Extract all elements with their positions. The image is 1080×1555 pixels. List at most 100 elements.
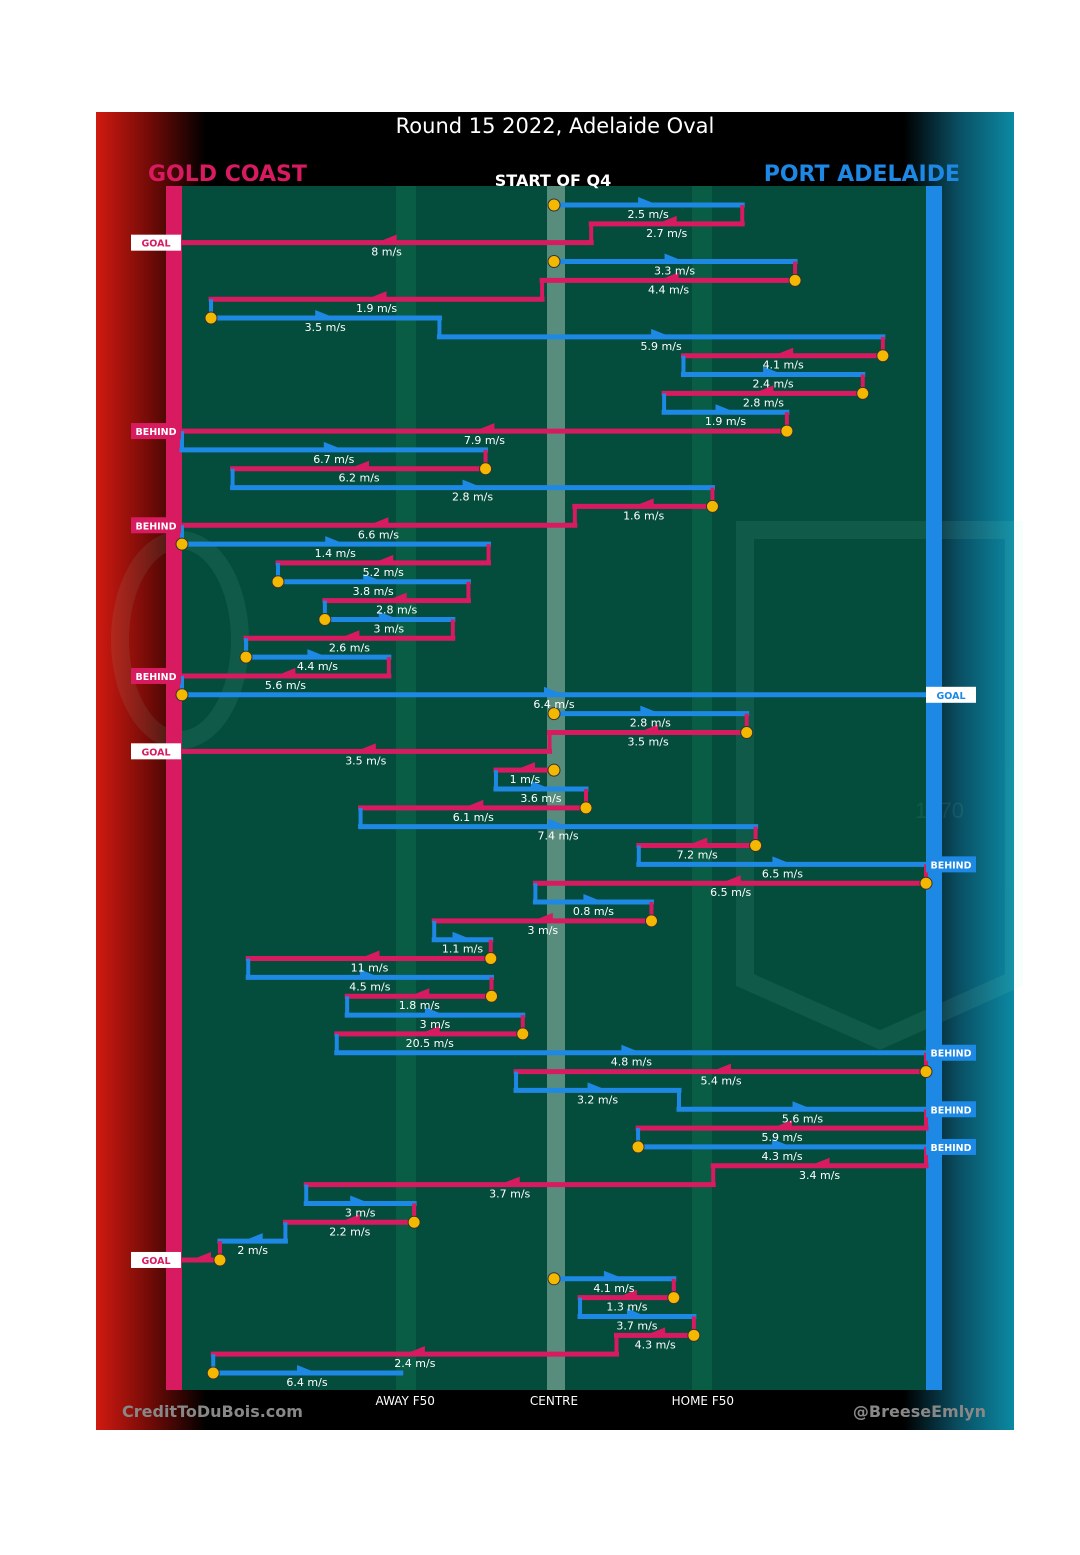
chain-speed-label: 5.6 m/s xyxy=(782,1112,823,1125)
turnover-marker xyxy=(175,537,189,551)
chain-speed-label: 6.4 m/s xyxy=(533,698,574,711)
turnover-marker xyxy=(479,462,493,476)
chain-speed-label: 0.8 m/s xyxy=(573,905,614,918)
x-axis-ticks: AWAY F50 CENTRE HOME F50 xyxy=(376,1394,734,1408)
chain-arrow xyxy=(587,1082,608,1091)
chain-speed-label: 3.3 m/s xyxy=(654,265,695,278)
chain-arrow xyxy=(242,1233,263,1242)
chain-arrow xyxy=(530,781,551,789)
chain-speed-label: 1.3 m/s xyxy=(606,1301,647,1314)
result-label: GOAL xyxy=(141,1256,170,1267)
chain-arrow xyxy=(772,856,793,865)
results-layer: GOAL BEHIND BEHIND BEHIND GOAL GOAL BEHIND BEHI… xyxy=(131,234,976,1268)
chain-arrow xyxy=(190,1251,211,1260)
centre-bounce-marker xyxy=(547,198,561,212)
chain-arrow xyxy=(376,234,397,243)
turnover-marker xyxy=(780,424,794,438)
result-badge xyxy=(131,743,181,760)
chain-speed-label: 7.9 m/s xyxy=(464,434,505,447)
result-badge xyxy=(926,856,976,873)
chain-speed-label: 4.4 m/s xyxy=(648,283,689,296)
chain-arrow xyxy=(548,818,569,827)
chain-arrow xyxy=(809,1157,830,1166)
chain-speed-label: 2 m/s xyxy=(237,1244,268,1257)
chain-speed-label: 3.7 m/s xyxy=(616,1319,657,1332)
chain-speed-label: 4.3 m/s xyxy=(635,1338,676,1351)
result-badge xyxy=(926,1138,976,1155)
chain-arrow xyxy=(325,536,346,545)
turnover-marker xyxy=(407,1215,421,1229)
chain-arrow xyxy=(753,385,774,394)
chain-speed-label: 2.8 m/s xyxy=(452,491,493,504)
chain-speed-label: 2.4 m/s xyxy=(753,378,794,391)
chain-arrow xyxy=(373,554,394,563)
chain-arrow xyxy=(359,950,380,959)
chain-arrow xyxy=(711,1063,732,1072)
turnover-marker xyxy=(631,1140,645,1154)
chain-arrow xyxy=(763,366,784,375)
chain-arrow xyxy=(720,875,741,884)
chain-speed-label: 2.5 m/s xyxy=(628,208,669,221)
labels-layer: 2.5 m/s 2.7 m/s 8 m/s 3.3 m/s 4.4 m/s 1.9 m/s… xyxy=(237,208,840,1389)
chain-arrow xyxy=(638,197,659,205)
chain-arrow xyxy=(378,611,399,620)
chain-speed-label: 3 m/s xyxy=(420,1018,451,1031)
chain-speed-label: 1.9 m/s xyxy=(705,415,746,428)
home-goal-bar xyxy=(926,186,942,1390)
turnover-marker xyxy=(484,952,498,966)
chain-arrow xyxy=(633,498,654,507)
chain-arrow xyxy=(355,743,376,752)
chain-arrow xyxy=(275,667,296,676)
chain-arrow xyxy=(664,253,685,262)
chain-speed-label: 6.5 m/s xyxy=(762,867,803,880)
chain-speed-label: 3 m/s xyxy=(374,622,405,635)
chain-speed-label: 4.1 m/s xyxy=(593,1282,634,1295)
chain-arrow xyxy=(792,1101,813,1110)
chain-arrow xyxy=(616,1289,637,1298)
chain-arrow xyxy=(626,1308,647,1317)
result-label: BEHIND xyxy=(930,1049,971,1060)
chain-speed-label: 4.3 m/s xyxy=(761,1150,802,1163)
chain-speed-label: 3 m/s xyxy=(528,924,559,937)
chain-arrow xyxy=(368,517,389,526)
port-adelaide-watermark xyxy=(736,521,1023,1050)
turnover-marker xyxy=(318,612,332,626)
chain-arrow xyxy=(409,988,430,997)
chain-speed-label: 1.9 m/s xyxy=(356,302,397,315)
turnover-marker xyxy=(204,311,218,325)
footer-handle: @BreeseEmlyn xyxy=(853,1402,986,1421)
result-badge xyxy=(926,1101,976,1118)
chain-arrow xyxy=(621,1044,642,1053)
turnover-marker xyxy=(687,1328,701,1342)
turnover-marker xyxy=(749,839,763,853)
turnover-marker xyxy=(740,725,754,739)
chain-arrow xyxy=(514,762,535,771)
chain-speed-label: 2.6 m/s xyxy=(329,641,370,654)
result-label: GOAL xyxy=(141,747,170,758)
chain-speed-label: 2.8 m/s xyxy=(743,396,784,409)
chain-arrow xyxy=(404,1346,425,1355)
turnover-marker xyxy=(239,650,253,664)
chain-speed-label: 6.2 m/s xyxy=(338,472,379,485)
chain-arrow xyxy=(656,215,677,224)
chain-speed-label: 6.5 m/s xyxy=(710,886,751,899)
x-tick-label: AWAY F50 xyxy=(376,1394,435,1408)
result-label: BEHIND xyxy=(930,1105,971,1116)
chain-speed-label: 7.4 m/s xyxy=(538,830,579,843)
chain-arrow xyxy=(638,724,659,733)
chain-speed-label: 6.7 m/s xyxy=(313,453,354,466)
turnover-marker xyxy=(667,1291,681,1305)
turnover-marker xyxy=(705,499,719,513)
x-tick-label: CENTRE xyxy=(530,1394,578,1408)
turnover-marker xyxy=(271,575,285,589)
chain-speed-label: 5.9 m/s xyxy=(641,340,682,353)
result-label: BEHIND xyxy=(135,521,176,532)
chain-speed-label: 5.2 m/s xyxy=(363,566,404,579)
footer-credit: CreditToDuBois.com xyxy=(122,1402,303,1421)
chain-speed-label: 4.5 m/s xyxy=(349,980,390,993)
chain-speed-label: 2.7 m/s xyxy=(646,227,687,240)
chain-speed-label: 6.6 m/s xyxy=(358,528,399,541)
chain-arrow xyxy=(339,1214,360,1223)
chains-layer xyxy=(175,197,933,1380)
chain-speed-label: 3.5 m/s xyxy=(305,321,346,334)
